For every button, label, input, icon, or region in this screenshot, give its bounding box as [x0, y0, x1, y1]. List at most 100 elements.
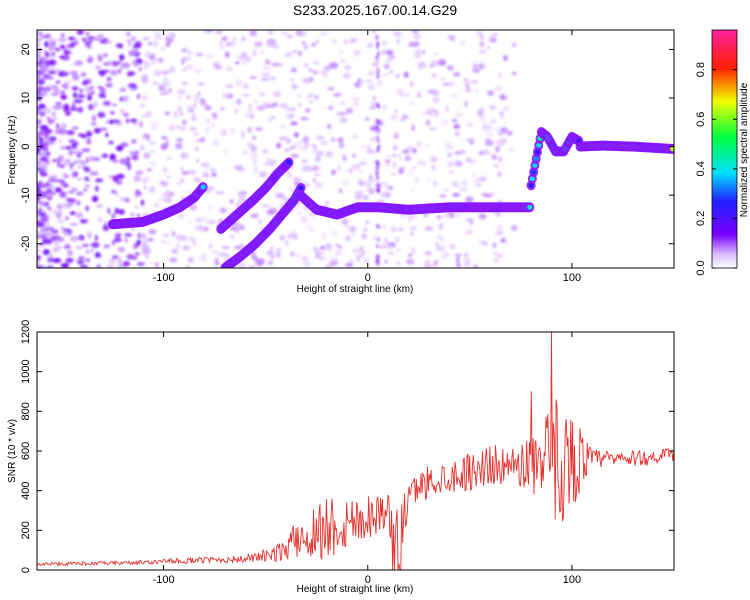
noise-blob [140, 94, 148, 102]
noise-blob [187, 108, 195, 114]
noise-blob [284, 148, 290, 152]
colorbar-label: Normalized spectral amplitude [739, 82, 750, 217]
noise-blob [76, 177, 82, 181]
noise-blob [463, 257, 472, 265]
noise-blob [298, 140, 305, 144]
noise-blob [142, 239, 147, 246]
noise-blob [412, 40, 421, 44]
streak-blob [376, 255, 380, 260]
noise-blob [77, 133, 85, 137]
noise-blob [167, 32, 174, 37]
noise-blob [440, 77, 445, 81]
colorbar-tick-label: 0.6 [695, 112, 707, 127]
noise-blob [313, 145, 318, 152]
noise-blob [173, 111, 179, 115]
noise-blob [304, 142, 310, 147]
noise-blob [439, 194, 447, 198]
noise-blob [310, 228, 314, 233]
noise-blob [253, 171, 257, 175]
noise-blob [139, 121, 143, 128]
noise-blob [332, 231, 337, 237]
noise-blob [266, 209, 273, 215]
noise-blob [74, 40, 79, 46]
noise-blob [111, 240, 115, 245]
noise-blob [497, 72, 503, 78]
noise-blob [41, 155, 49, 163]
noise-blob [506, 131, 511, 136]
noise-blob [397, 261, 401, 266]
noise-blob [109, 110, 115, 115]
noise-blob [272, 91, 282, 97]
noise-blob [342, 154, 347, 162]
noise-blob [409, 168, 413, 176]
noise-blob [80, 72, 87, 78]
noise-blob [256, 105, 266, 111]
noise-blob [430, 156, 438, 163]
noise-blob [112, 159, 119, 163]
noise-blob [268, 117, 273, 123]
noise-blob [218, 251, 226, 258]
noise-blob [234, 61, 240, 65]
noise-blob [425, 144, 430, 147]
noise-blob [417, 92, 421, 99]
noise-blob [37, 249, 42, 252]
noise-blob [251, 135, 257, 140]
noise-blob [164, 199, 174, 204]
noise-blob [327, 86, 335, 91]
noise-blob [281, 125, 285, 129]
noise-blob [297, 50, 302, 57]
noise-blob [86, 95, 91, 100]
noise-blob [319, 31, 327, 37]
noise-blob [185, 264, 190, 268]
noise-blob [424, 226, 434, 231]
noise-blob [240, 224, 245, 231]
noise-blob [43, 201, 50, 207]
noise-blob [327, 105, 334, 111]
noise-blob [59, 55, 65, 59]
noise-blob [329, 260, 339, 266]
noise-blob [279, 103, 288, 109]
noise-blob [465, 196, 474, 203]
noise-blob [57, 179, 66, 183]
noise-blob [452, 72, 461, 77]
noise-blob [187, 169, 197, 176]
noise-blob [130, 213, 135, 216]
noise-blob [467, 139, 476, 143]
noise-blob [125, 156, 131, 162]
noise-blob [199, 98, 206, 105]
noise-blob [241, 61, 245, 66]
noise-blob [43, 249, 50, 254]
streak-blob [377, 237, 381, 242]
noise-blob [145, 254, 150, 260]
noise-blob [479, 240, 488, 245]
noise-blob [109, 155, 117, 161]
noise-blob [445, 141, 451, 147]
colorbar: 0.0 0.2 0.4 0.6 0.8 Normalized spectral ampl… [695, 29, 750, 276]
noise-blob [383, 64, 390, 69]
noise-blob [124, 237, 128, 243]
noise-blob [338, 143, 345, 148]
noise-blob [176, 181, 181, 186]
noise-blob [299, 145, 309, 152]
noise-blob [76, 165, 83, 169]
noise-blob [47, 133, 52, 140]
noise-blob [165, 175, 172, 179]
streak-blob [377, 120, 381, 125]
noise-blob [44, 53, 51, 58]
noise-blob [55, 80, 61, 84]
noise-blob [483, 149, 490, 156]
noise-blob [192, 113, 196, 120]
noise-blob [100, 127, 108, 131]
noise-blob [103, 62, 110, 66]
noise-blob [59, 44, 65, 49]
noise-blob [156, 33, 165, 37]
noise-blob [102, 100, 111, 106]
noise-blob [187, 50, 193, 56]
noise-blob [497, 170, 501, 178]
noise-blob [49, 209, 57, 213]
noise-blob [382, 48, 392, 51]
noise-blob [237, 165, 243, 172]
noise-blob [402, 116, 410, 120]
noise-blob [67, 191, 75, 194]
